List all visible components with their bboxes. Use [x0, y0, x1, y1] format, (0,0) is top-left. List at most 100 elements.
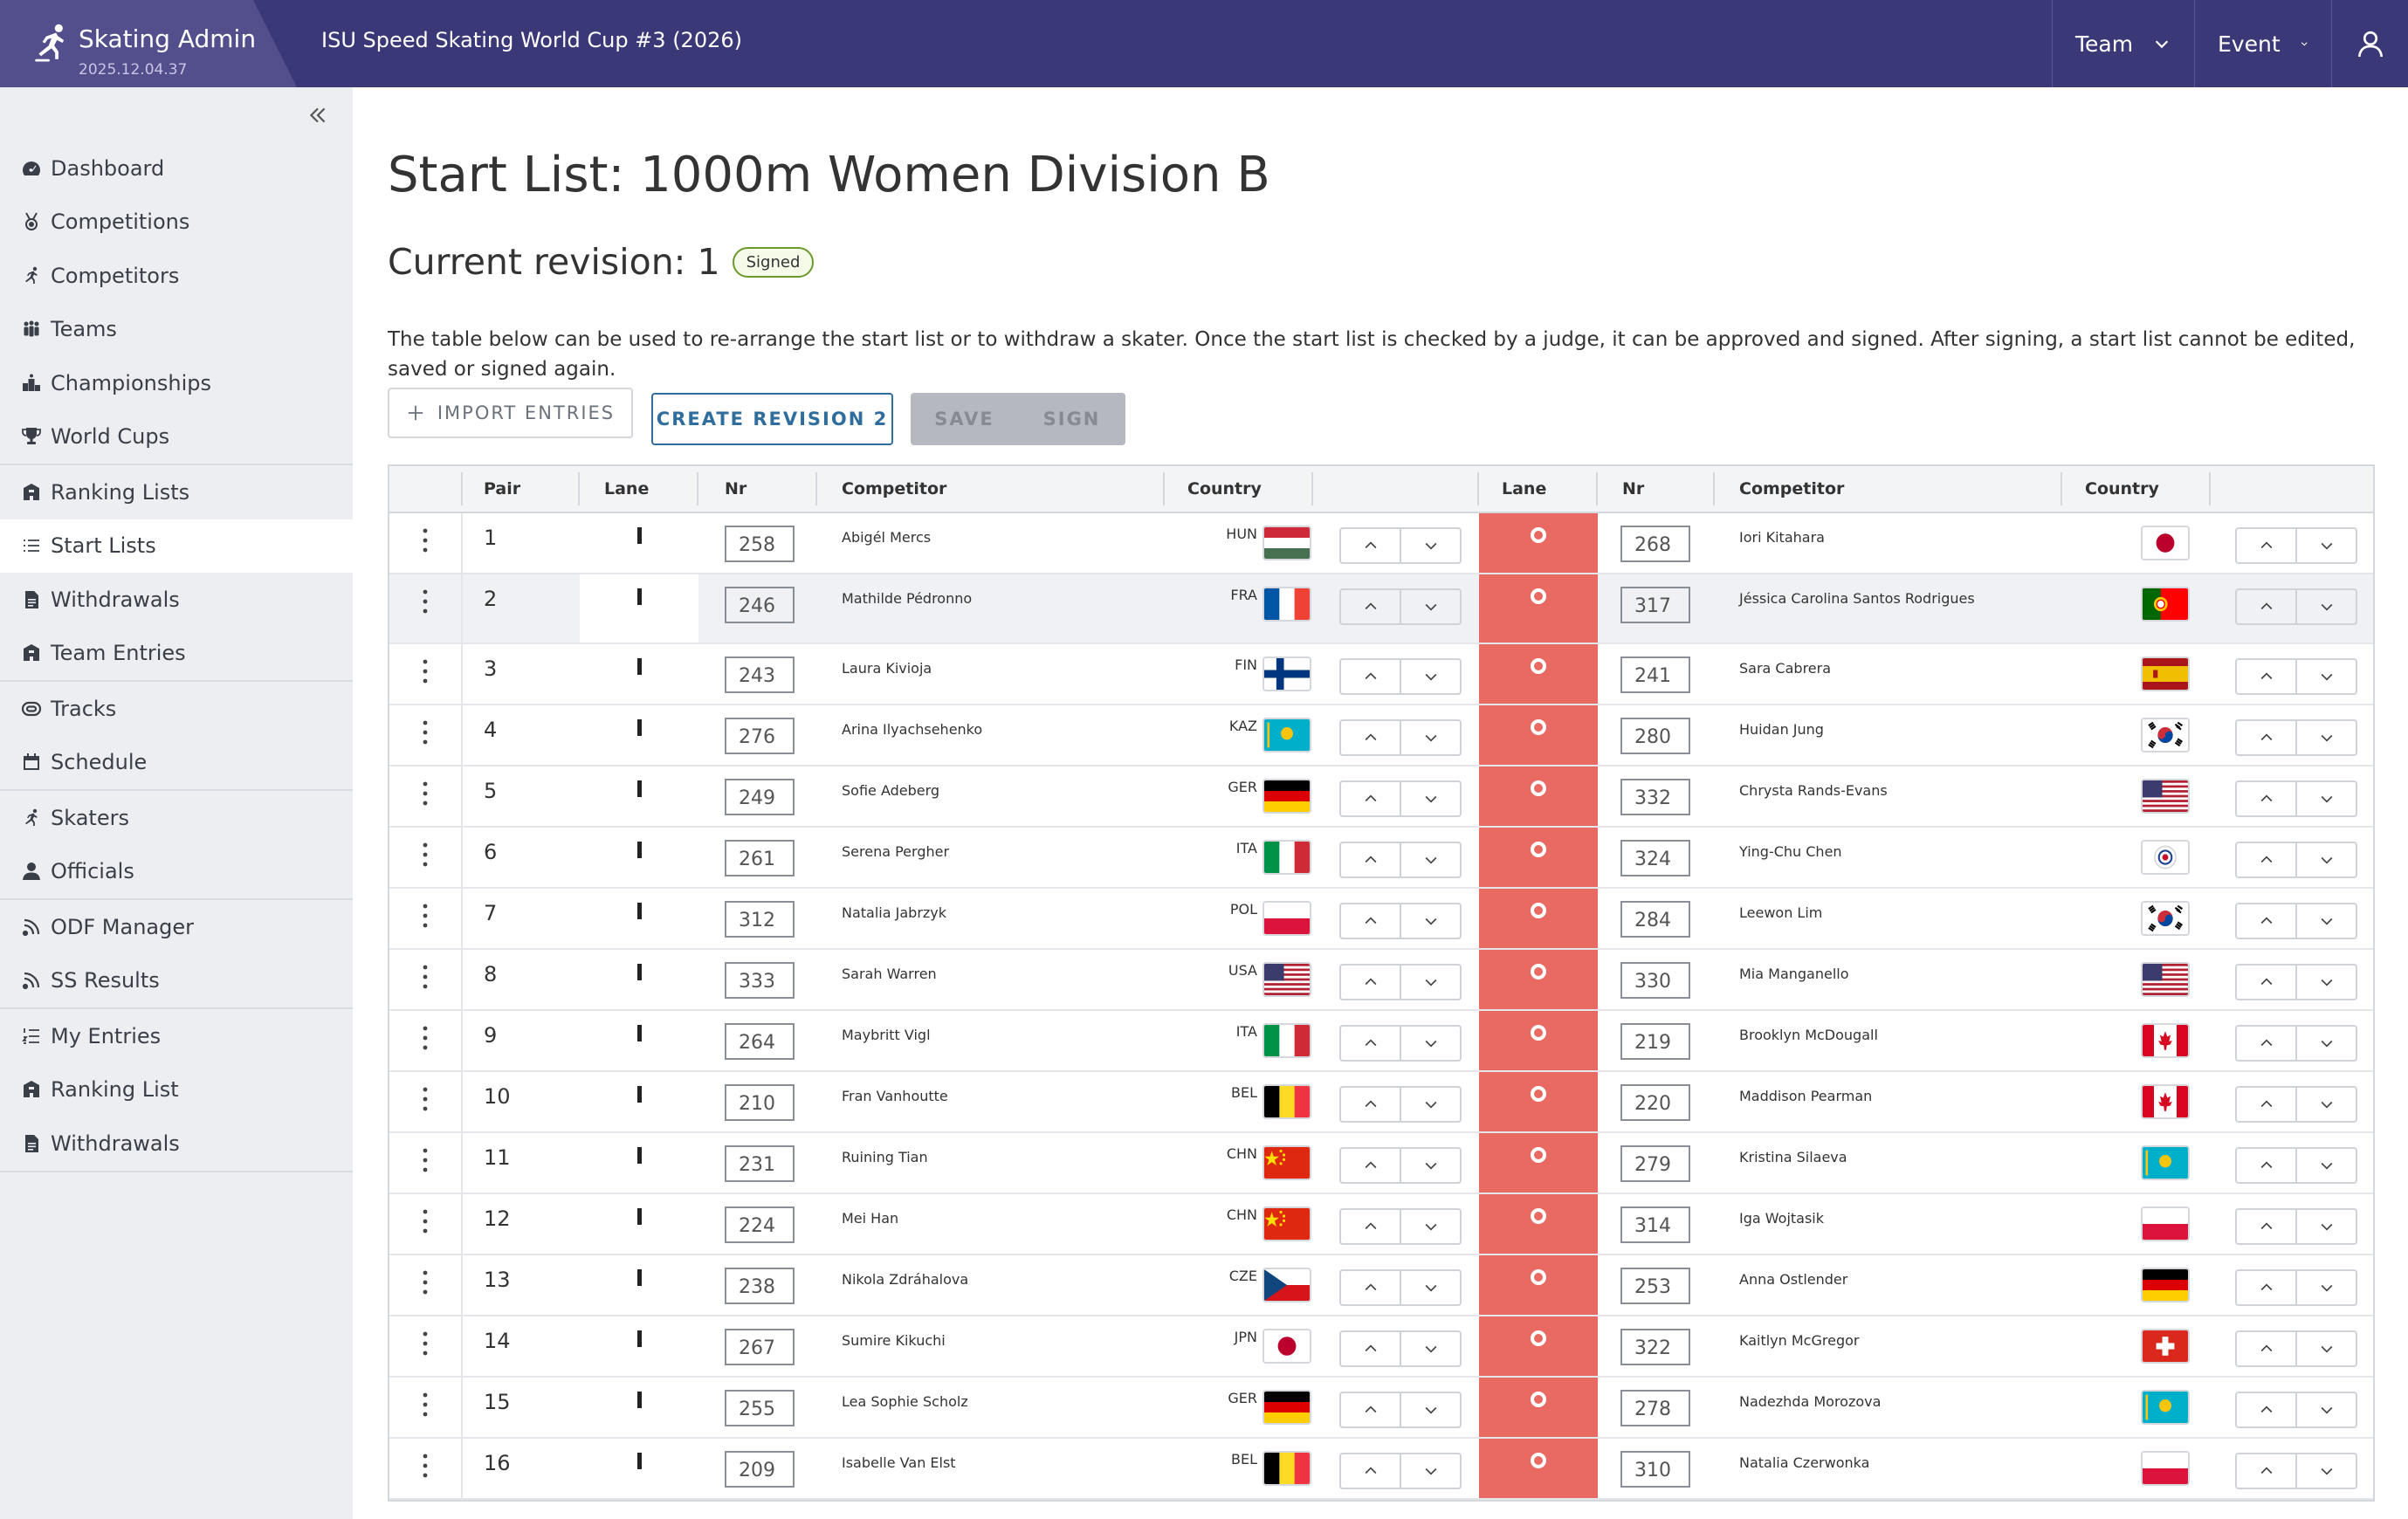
move-up-button[interactable] — [2237, 1454, 2295, 1488]
sidebar-item-team-entries[interactable]: Team Entries — [0, 627, 353, 681]
move-down-button[interactable] — [2295, 782, 2356, 815]
row-menu-button[interactable] — [389, 705, 463, 765]
competitor-number-input[interactable]: 258 — [725, 526, 795, 562]
sidebar-item-ss-results[interactable]: SS Results — [0, 954, 353, 1008]
competitor-number-input[interactable]: 249 — [725, 779, 795, 815]
user-menu-button[interactable] — [2331, 0, 2408, 87]
move-up-button[interactable] — [2237, 1210, 2295, 1243]
sidebar-item-odf-manager[interactable]: ODF Manager — [0, 900, 353, 954]
move-down-button[interactable] — [2295, 1271, 2356, 1304]
competitor-number-input[interactable]: 220 — [1620, 1084, 1690, 1121]
sidebar-item-skaters[interactable]: Skaters — [0, 791, 353, 845]
row-menu-button[interactable] — [389, 1133, 463, 1193]
row-menu-button[interactable] — [389, 1378, 463, 1437]
competitor-number-input[interactable]: 253 — [1620, 1268, 1690, 1304]
row-menu-button[interactable] — [389, 1439, 463, 1498]
move-up-button[interactable] — [1341, 1088, 1400, 1121]
move-down-button[interactable] — [1400, 590, 1460, 623]
move-down-button[interactable] — [2295, 1210, 2356, 1243]
competitor-number-input[interactable]: 267 — [725, 1329, 795, 1365]
row-menu-button[interactable] — [389, 1072, 463, 1131]
move-down-button[interactable] — [1400, 782, 1460, 815]
sidebar-item-tracks[interactable]: Tracks — [0, 682, 353, 736]
move-down-button[interactable] — [1400, 1088, 1460, 1121]
competitor-number-input[interactable]: 241 — [1620, 656, 1690, 693]
competitor-number-input[interactable]: 322 — [1620, 1329, 1690, 1365]
sidebar-item-world-cups[interactable]: World Cups — [0, 410, 353, 464]
move-down-button[interactable] — [2295, 1454, 2356, 1488]
move-down-button[interactable] — [1400, 529, 1460, 562]
move-down-button[interactable] — [2295, 590, 2356, 623]
move-up-button[interactable] — [1341, 529, 1400, 562]
move-up-button[interactable] — [2237, 1088, 2295, 1121]
sign-button[interactable]: SIGN — [1042, 409, 1101, 430]
move-up-button[interactable] — [2237, 590, 2295, 623]
sidebar-item-withdrawals[interactable]: Withdrawals — [0, 1117, 353, 1171]
move-down-button[interactable] — [2295, 529, 2356, 562]
row-menu-button[interactable] — [389, 950, 463, 1009]
sidebar-item-dashboard[interactable]: Dashboard — [0, 141, 353, 196]
move-up-button[interactable] — [2237, 966, 2295, 999]
move-down-button[interactable] — [2295, 1332, 2356, 1365]
move-down-button[interactable] — [1400, 721, 1460, 754]
competitor-number-input[interactable]: 280 — [1620, 718, 1690, 754]
row-menu-button[interactable] — [389, 828, 463, 887]
team-menu[interactable]: Team — [2052, 0, 2194, 87]
event-menu[interactable]: Event — [2194, 0, 2331, 87]
row-menu-button[interactable] — [389, 1255, 463, 1315]
move-down-button[interactable] — [2295, 843, 2356, 876]
move-down-button[interactable] — [1400, 966, 1460, 999]
row-menu-button[interactable] — [389, 574, 463, 643]
sidebar-item-start-lists[interactable]: Start Lists — [0, 519, 353, 573]
move-up-button[interactable] — [2237, 721, 2295, 754]
sidebar-item-ranking-lists[interactable]: Ranking Lists — [0, 465, 353, 519]
competitor-number-input[interactable]: 276 — [725, 718, 795, 754]
row-menu-button[interactable] — [389, 766, 463, 826]
move-up-button[interactable] — [1341, 843, 1400, 876]
move-up-button[interactable] — [2237, 529, 2295, 562]
competitor-number-input[interactable]: 255 — [725, 1390, 795, 1426]
sidebar-item-competitions[interactable]: Competitions — [0, 196, 353, 250]
move-down-button[interactable] — [2295, 721, 2356, 754]
move-down-button[interactable] — [1400, 1454, 1460, 1488]
competitor-number-input[interactable]: 231 — [725, 1145, 795, 1182]
move-down-button[interactable] — [1400, 1027, 1460, 1060]
move-down-button[interactable] — [2295, 1088, 2356, 1121]
move-down-button[interactable] — [1400, 1271, 1460, 1304]
competitor-number-input[interactable]: 268 — [1620, 526, 1690, 562]
move-down-button[interactable] — [2295, 904, 2356, 938]
competitor-number-input[interactable]: 278 — [1620, 1390, 1690, 1426]
competitor-number-input[interactable]: 279 — [1620, 1145, 1690, 1182]
move-up-button[interactable] — [1341, 782, 1400, 815]
move-up-button[interactable] — [1341, 1454, 1400, 1488]
row-menu-button[interactable] — [389, 513, 463, 573]
competitor-number-input[interactable]: 224 — [725, 1206, 795, 1243]
row-menu-button[interactable] — [389, 889, 463, 948]
sidebar-item-ranking-list[interactable]: Ranking List — [0, 1063, 353, 1117]
move-up-button[interactable] — [1341, 721, 1400, 754]
competitor-number-input[interactable]: 324 — [1620, 840, 1690, 876]
move-down-button[interactable] — [1400, 660, 1460, 693]
row-menu-button[interactable] — [389, 1011, 463, 1070]
competitor-number-input[interactable]: 314 — [1620, 1206, 1690, 1243]
competitor-number-input[interactable]: 261 — [725, 840, 795, 876]
competitor-number-input[interactable]: 243 — [725, 656, 795, 693]
move-down-button[interactable] — [1400, 904, 1460, 938]
sidebar-item-championships[interactable]: Championships — [0, 356, 353, 410]
move-down-button[interactable] — [2295, 966, 2356, 999]
move-down-button[interactable] — [2295, 1149, 2356, 1182]
move-up-button[interactable] — [2237, 1271, 2295, 1304]
brand[interactable]: Skating Admin 2025.12.04.37 — [0, 0, 297, 87]
move-up-button[interactable] — [2237, 1332, 2295, 1365]
move-up-button[interactable] — [1341, 1027, 1400, 1060]
move-down-button[interactable] — [2295, 1393, 2356, 1426]
import-entries-button[interactable]: IMPORT ENTRIES — [388, 388, 633, 438]
move-down-button[interactable] — [2295, 1027, 2356, 1060]
row-menu-button[interactable] — [389, 1194, 463, 1254]
move-up-button[interactable] — [2237, 1027, 2295, 1060]
move-up-button[interactable] — [2237, 1393, 2295, 1426]
move-up-button[interactable] — [1341, 1393, 1400, 1426]
competitor-number-input[interactable]: 310 — [1620, 1451, 1690, 1488]
collapse-sidebar-button[interactable] — [302, 100, 334, 131]
move-up-button[interactable] — [1341, 966, 1400, 999]
